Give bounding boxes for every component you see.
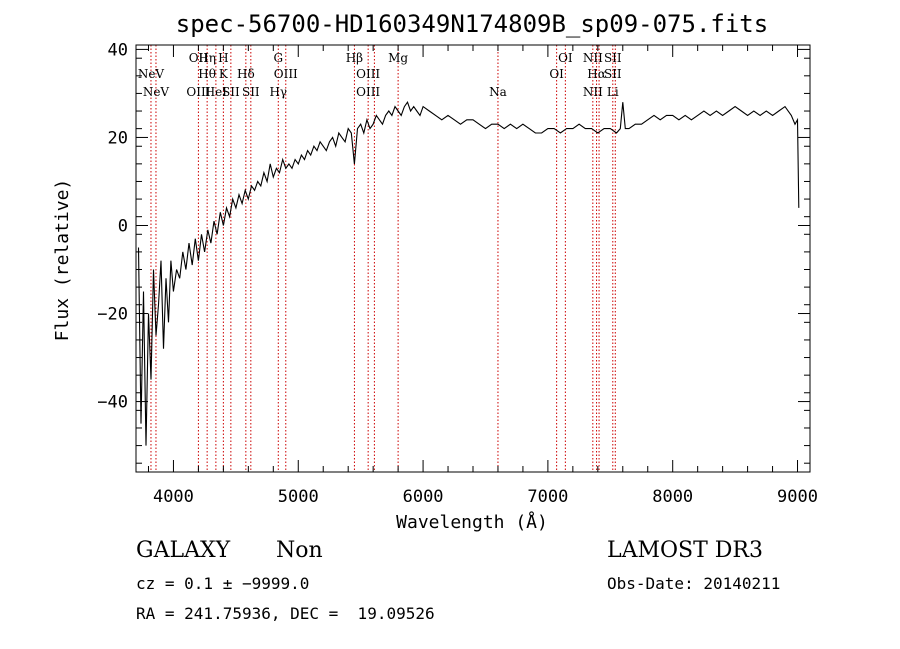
line-label: Hβ [346,51,363,65]
line-label: Li [607,85,619,99]
line-label: NeV [143,85,170,99]
x-tick-label: 5000 [278,487,319,507]
line-label: SII [604,51,622,65]
y-axis-label: Flux (relative) [52,179,73,342]
y-tick-label: −40 [97,393,128,413]
y-tick-label: 40 [108,40,128,60]
line-label: NII [583,85,603,99]
line-label: H [218,51,228,65]
line-label: Hδ [237,67,255,81]
x-tick-label: 8000 [652,487,693,507]
line-label: OIII [274,67,298,81]
line-label: Na [489,85,507,99]
y-tick-label: 20 [108,128,128,148]
line-label: Hα [587,67,606,81]
x-tick-label: 9000 [777,487,818,507]
emission-line-markers [150,45,616,472]
y-axis-ticks: 40 20 0 −20 −40 [97,40,810,464]
emission-line-labels: NeV NeV OII OIII Hη Hθ HeI HK SII Hδ SII G Hγ OIII Hβ O… [138,51,622,99]
line-label: OIII [186,85,210,99]
class-label: GALAXY [136,538,231,563]
line-label: SII [242,85,260,99]
line-label: Hθ [198,67,216,81]
spectrum-series-line [137,101,800,446]
y-tick-label: −20 [97,305,128,325]
line-label: G [273,51,283,65]
cz-readout: cz = 0.1 ± −9999.0 [136,574,310,593]
x-tick-label: 7000 [527,487,568,507]
survey-label: LAMOST DR3 [607,538,763,563]
y-tick-label: 0 [118,216,128,236]
line-label: OII [189,51,209,65]
x-axis-ticks: 4000 5000 6000 7000 8000 9000 [147,45,818,507]
line-label: OI [549,67,564,81]
line-label: NII [583,51,603,65]
line-label: Hη [198,51,216,65]
line-label: SII [222,85,240,99]
line-label: K [219,67,229,81]
radec-readout: RA = 241.75936, DEC = 19.09526 [136,604,435,623]
plot-frame [135,44,811,473]
line-label: NeV [138,67,165,81]
line-label: HeI [205,85,228,99]
line-label: OI [558,51,573,65]
x-axis-label: Wavelength (Å) [396,511,548,533]
subclass-label: Non [276,538,323,563]
chart-title: spec-56700-HD160349N174809B_sp09-075.fit… [176,10,768,38]
line-label: Mg [388,51,408,65]
line-label: Hγ [269,85,287,99]
x-tick-label: 4000 [153,487,194,507]
line-label: SII [604,67,622,81]
line-label: OIII [356,67,380,81]
line-label: OIII [356,85,380,99]
obs-date: Obs-Date: 20140211 [607,574,781,593]
x-tick-label: 6000 [403,487,444,507]
